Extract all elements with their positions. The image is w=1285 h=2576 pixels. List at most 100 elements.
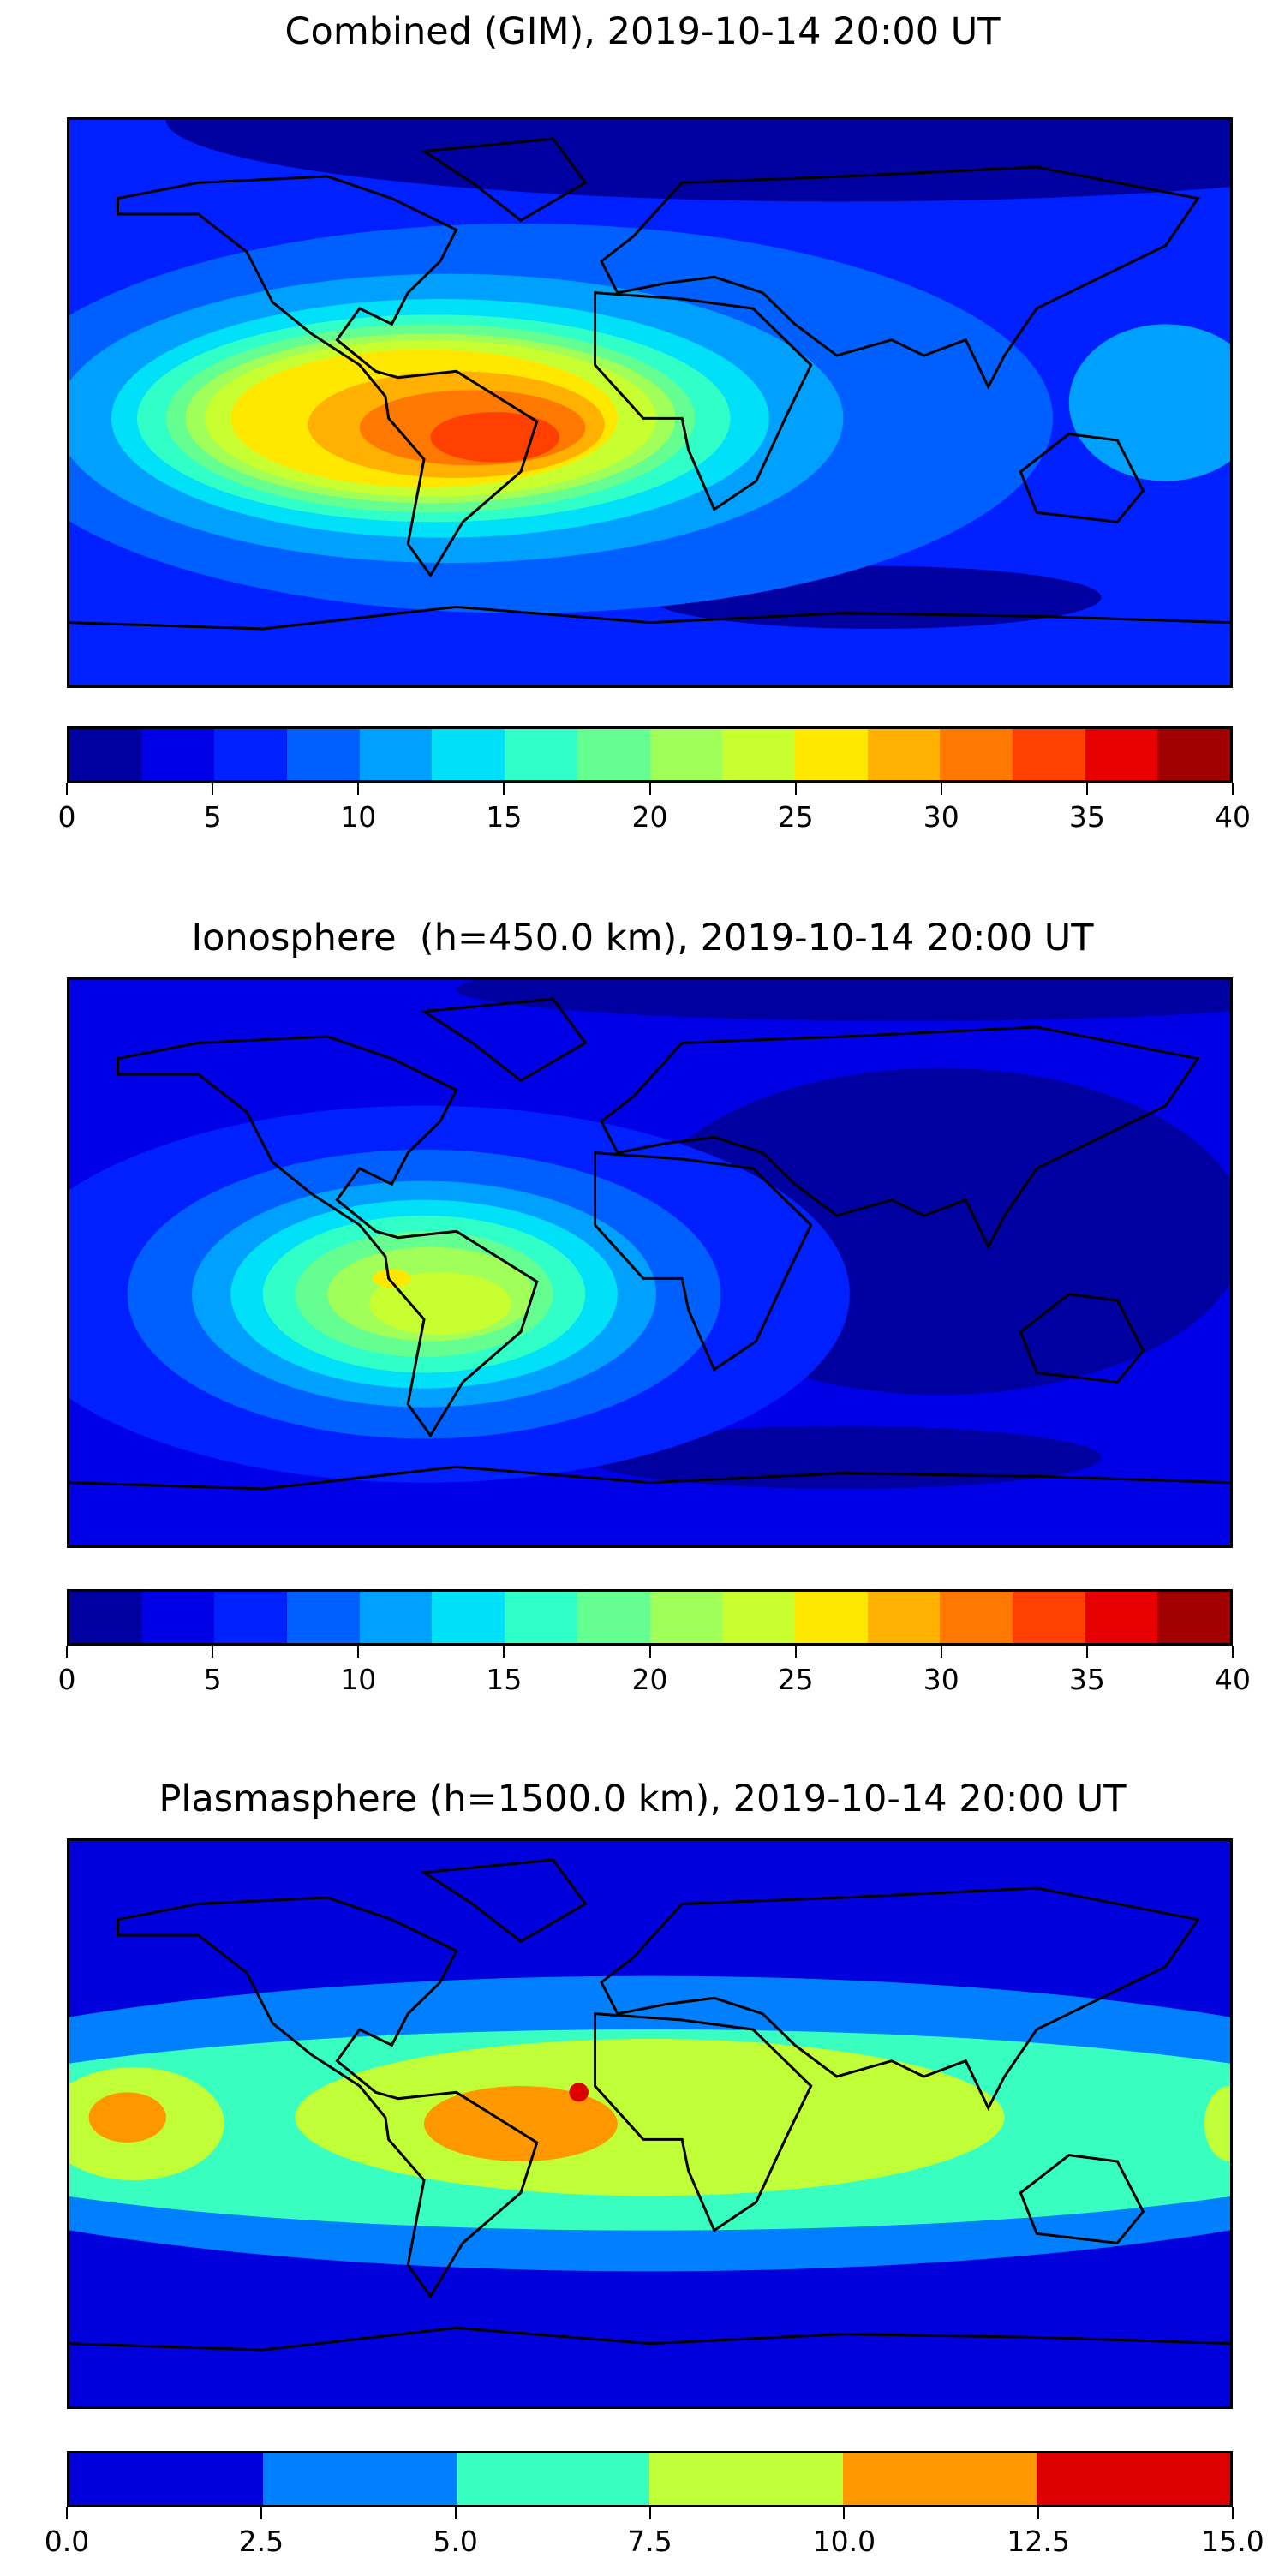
colorbar-tick [1232, 2507, 1234, 2519]
map-svg [69, 120, 1230, 685]
colorbar-bin [141, 729, 215, 780]
colorbar-bin [722, 729, 795, 780]
colorbar-bin [505, 1592, 577, 1643]
colorbar-bin [649, 2453, 844, 2505]
colorbar-tick [1085, 1646, 1088, 1658]
contour-region [372, 1269, 411, 1288]
colorbar-bin [432, 1592, 505, 1643]
colorbar-bin [359, 729, 433, 780]
africa-outline [595, 1153, 811, 1370]
colorbar-tick-label: 20 [631, 1663, 668, 1696]
colorbar-bin [1157, 729, 1230, 780]
panel-title-combined: Combined (GIM), 2019-10-14 20:00 UT [284, 10, 1001, 53]
colorbar-bin [214, 729, 288, 780]
colorbar-tick-label: 5 [203, 1663, 222, 1696]
colorbar-tick-label: 12.5 [1007, 2525, 1070, 2558]
colorbar-tick-label: 40 [1215, 1663, 1251, 1696]
americas-outline [117, 1898, 536, 2297]
colorbar-tick [648, 1646, 651, 1658]
colorbar-bin [1157, 1592, 1230, 1643]
colorbar-bin [577, 1592, 650, 1643]
colorbar-tick [357, 1646, 360, 1658]
colorbar-tick [648, 783, 651, 795]
colorbar-tick-label: 5.0 [433, 2525, 478, 2558]
contour-region [88, 2092, 166, 2143]
colorbar-tick [648, 2507, 651, 2519]
colorbar-bin [1012, 1592, 1085, 1643]
colorbar-tick-label: 10.0 [812, 2525, 876, 2558]
colorbar-tick [1232, 783, 1234, 795]
colorbar-bin [649, 1592, 723, 1643]
colorbar-bin [867, 1592, 941, 1643]
map-svg [69, 1841, 1230, 2406]
eurasia-outline [601, 1027, 1198, 1247]
contour-region [1068, 324, 1230, 481]
contour-region [424, 2086, 618, 2161]
americas-outline [117, 1037, 536, 1436]
colorbar-bin [214, 1592, 288, 1643]
africa-outline [595, 293, 811, 510]
colorbar-tick-label: 35 [1068, 1663, 1105, 1696]
colorbar-bin [867, 729, 941, 780]
colorbar-tick [1037, 2507, 1040, 2519]
contour-region [295, 2039, 1005, 2196]
colorbar-tick [503, 783, 505, 795]
contour-region [585, 1425, 1102, 1489]
antarctica-outline [69, 1467, 1230, 1489]
colorbar-tick [357, 783, 360, 795]
colorbar-tick [503, 1646, 505, 1658]
greenland-outline [424, 139, 585, 220]
colorbar-bin [1085, 729, 1158, 780]
panel-title-plasmasphere: Plasmasphere (h=1500.0 km), 2019-10-14 2… [158, 1778, 1127, 1820]
colorbar-bin [722, 1592, 795, 1643]
colorbar-bin [794, 729, 868, 780]
contour-region [430, 412, 560, 463]
contour-region [1204, 2086, 1230, 2161]
colorbar-bin [69, 729, 142, 780]
colorbar-tick-label: 25 [777, 800, 814, 834]
colorbar-ionosphere [67, 1589, 1233, 1646]
colorbar-combined [67, 726, 1233, 783]
map-ionosphere [67, 977, 1233, 1548]
colorbar-bin [1085, 1592, 1158, 1643]
colorbar-tick-label: 40 [1215, 800, 1251, 834]
colorbar-ticks-plasmasphere: 0.0 2.5 5.0 7.5 10.0 12.5 15.0 [45, 2507, 1264, 2576]
colorbar-tick-label: 15 [486, 800, 523, 834]
colorbar-tick [940, 783, 942, 795]
greenland-outline [424, 1860, 585, 1941]
colorbar-tick [454, 2507, 457, 2519]
colorbar-tick-label: 25 [777, 1663, 814, 1696]
colorbar-bin [287, 1592, 360, 1643]
colorbar-bin [1037, 2453, 1230, 2505]
australia-outline [1020, 2155, 1143, 2244]
colorbar-bin [456, 2453, 650, 2505]
colorbar-tick [1232, 1646, 1234, 1658]
colorbar-bin [432, 729, 505, 780]
colorbar-tick [212, 1646, 214, 1658]
colorbar-bin [141, 1592, 215, 1643]
contour-region [166, 120, 1230, 202]
colorbar-ticks-combined: 0 5 10 15 20 25 30 35 40 [58, 783, 1251, 852]
colorbar-bin [649, 729, 723, 780]
colorbar-tick-label: 10 [340, 800, 377, 834]
map-combined [67, 117, 1233, 688]
colorbar-tick [212, 783, 214, 795]
colorbar-tick-label: 15.0 [1201, 2525, 1264, 2558]
colorbar-tick [940, 1646, 942, 1658]
panel-title-ionosphere: Ionosphere (h=450.0 km), 2019-10-14 20:0… [191, 917, 1094, 959]
colorbar-bin [940, 1592, 1013, 1643]
greenland-outline [424, 999, 585, 1080]
colorbar-tick-label: 30 [923, 800, 959, 834]
colorbar-tick-label: 10 [340, 1663, 377, 1696]
colorbar-bin [843, 2453, 1037, 2505]
colorbar-bin [359, 1592, 433, 1643]
colorbar-plasmasphere [67, 2451, 1233, 2507]
eurasia-outline [601, 1888, 1198, 2108]
colorbar-tick-label: 0 [57, 1663, 76, 1696]
colorbar-tick [66, 2507, 68, 2519]
colorbar-bin [794, 1592, 868, 1643]
colorbar-tick-label: 30 [923, 1663, 959, 1696]
antarctica-outline [69, 607, 1230, 629]
colorbar-ticks-ionosphere: 0 5 10 15 20 25 30 35 40 [58, 1646, 1251, 1714]
americas-outline [117, 176, 536, 576]
